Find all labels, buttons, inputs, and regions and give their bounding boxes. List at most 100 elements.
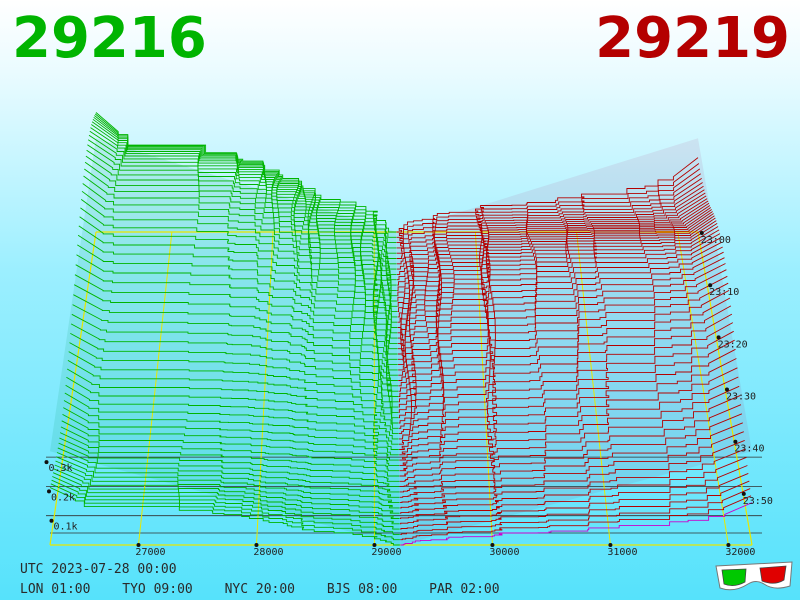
ask-depth-line [400,502,753,546]
ask-depth-line [398,237,722,366]
left-edge [49,231,97,546]
bid-depth-line [72,304,398,392]
bid-depth-line [56,452,400,498]
ask-depth-line [399,367,738,461]
ask-depth-line [398,305,732,424]
tokyo-time: TYO 09:00 [122,582,193,597]
bid-depth-line [71,313,399,397]
ask-depth-line [400,495,752,541]
ask-depth-line [399,413,743,488]
bid-depth-line [81,190,398,328]
bid-depth-line [67,360,399,424]
price-tick-label: 28000 [253,547,283,558]
bid-depth-line [80,199,398,334]
bid-depth-line [78,225,398,350]
bid-depth-line [56,456,400,504]
ask-depth-line [400,472,749,525]
ask-depth-line [398,322,734,435]
bid-depth-line [64,392,399,445]
bid-depth-line [62,414,399,461]
ask-depth-line [398,282,729,408]
ask-volume-fill [396,138,752,546]
bid-depth-line [61,420,399,466]
bid-depth-line [84,168,398,313]
ask-depth-line [398,290,730,413]
bid-price: 29216 [12,6,207,71]
ask-depth-line [399,395,741,477]
time-tick-label: 23:20 [718,339,748,350]
depth-tick-label: 0.3k [49,463,73,474]
ask-depth-line [398,263,726,392]
ask-depth-line [397,217,716,334]
paris-time: PAR 02:00 [429,582,500,597]
depth-tick-label: 0.1k [54,522,78,533]
ask-depth-line [399,404,742,482]
price-tick-dot [136,543,141,547]
ask-depth-line [400,480,750,530]
ask-depth-line [397,229,720,355]
ask-depth-line [398,233,721,360]
bid-depth-line [85,155,397,302]
time-tick-label: 23:10 [709,287,739,298]
bid-depth-line [77,234,398,355]
bid-depth-line [55,460,400,509]
bid-depth-line [65,384,399,440]
price-tick-label: 29000 [371,547,401,558]
bid-depth-line [57,447,400,493]
ask-depth-line [398,246,723,376]
bid-depth-line [51,479,400,535]
price-tick-dot [490,543,495,547]
ask-depth-line [397,195,707,281]
ask-depth-line [398,257,725,387]
time-tick-dot [724,387,729,392]
ask-depth-line [399,431,744,498]
price-tick-dot [608,543,613,547]
ask-depth-line [399,330,734,440]
bid-depth-line [66,376,399,435]
price-tick-dot [254,543,259,547]
bid-depth-line [52,476,400,530]
london-time: LON 01:00 [20,582,91,597]
ask-depth-line [400,465,748,519]
ask-depth-line [398,251,724,381]
time-tick-dot [741,491,746,496]
ask-depth-line [398,269,727,397]
bid-depth-line [54,464,400,514]
price-tick-label: 27000 [135,547,165,558]
bid-depth-line [59,437,400,482]
time-tick-dot [733,439,738,444]
ask-depth-line [398,241,723,371]
depth-tick-dot [47,489,51,494]
price-gridline [677,231,729,546]
time-tick-label: 23:50 [743,496,773,507]
bid-depth-line [87,139,397,286]
ask-depth-line [396,168,701,244]
bid-depth-line [73,294,398,387]
anaglyph-3d-glasses-icon[interactable] [714,560,794,594]
ask-depth-line [397,220,717,339]
time-tick-dot [716,335,721,340]
bid-depth-line [50,483,400,541]
ask-depth-line [398,275,728,403]
ask-depth-lines [396,157,753,546]
time-tick-label: 23:40 [734,444,764,455]
bid-depth-line [49,487,400,546]
bid-depth-line [70,333,399,408]
ask-depth-line [396,178,702,254]
utc-time: UTC 2023-07-28 00:00 [20,562,177,577]
bid-depth-line [79,216,398,344]
bid-volume-fill [50,138,400,546]
ask-depth-line [396,185,704,265]
time-tick-dot [699,231,704,236]
bid-depth-line [77,244,398,360]
ask-depth-line [396,189,705,270]
bid-depth-line [53,468,400,519]
bid-depth-line [76,254,398,366]
ask-depth-line [399,448,746,509]
bid-depth-line [84,161,397,307]
ask-depth-line [399,385,740,472]
price-tick-label: 32000 [725,547,755,558]
ask-depth-line [396,173,701,249]
ask-depth-line [399,358,737,456]
